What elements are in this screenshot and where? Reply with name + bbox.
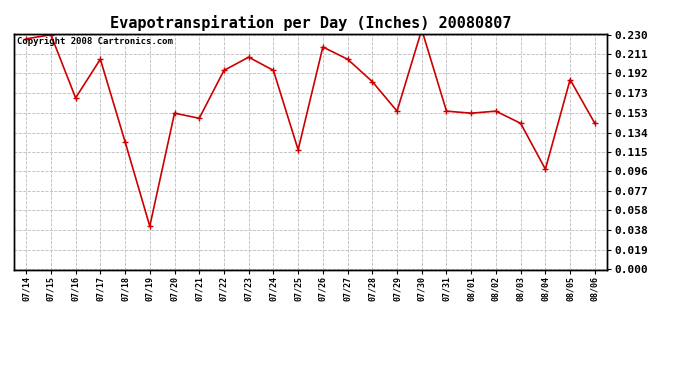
Text: Copyright 2008 Cartronics.com: Copyright 2008 Cartronics.com (17, 37, 172, 46)
Title: Evapotranspiration per Day (Inches) 20080807: Evapotranspiration per Day (Inches) 2008… (110, 15, 511, 31)
